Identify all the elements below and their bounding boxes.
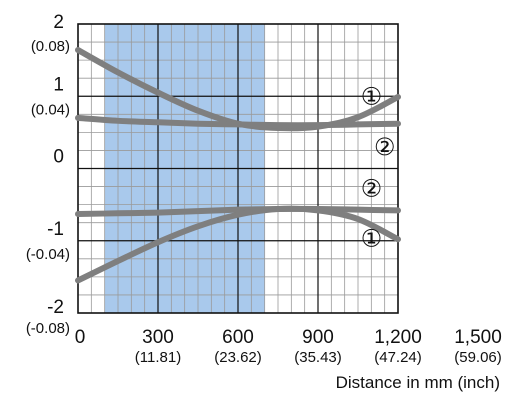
series-line-3 — [75, 205, 401, 218]
x-tick-label: 600 — [222, 327, 254, 348]
x-tick-sublabel: (35.43) — [294, 349, 342, 366]
curve-marker: ① — [361, 82, 383, 110]
series-line-2 — [75, 114, 401, 129]
y-tick-label: -2 — [47, 297, 64, 318]
y-tick-label: 1 — [53, 74, 64, 95]
x-tick-label: 1,500 — [454, 327, 502, 348]
curve-marker: ① — [361, 225, 383, 253]
x-tick-sublabel: (11.81) — [135, 349, 181, 366]
y-tick-sublabel: (-0.04) — [26, 246, 70, 263]
x-axis-label: Distance in mm (inch) — [336, 373, 500, 392]
series-line-4 — [75, 205, 401, 284]
x-tick-label: 900 — [302, 327, 334, 348]
y-tick-sublabel: (0.08) — [31, 38, 70, 55]
x-tick-sublabel: (47.24) — [374, 349, 422, 366]
y-tick-label: 0 — [53, 147, 64, 168]
y-tick-label: -1 — [47, 219, 64, 240]
y-tick-label: 2 — [53, 12, 64, 33]
y-tick-sublabel: (-0.08) — [26, 320, 70, 337]
plot-frame — [77, 23, 399, 314]
curve-marker: ② — [374, 133, 396, 161]
y-tick-sublabel: (0.04) — [31, 101, 70, 118]
x-tick-sublabel: (23.62) — [214, 349, 262, 366]
x-tick-label: 300 — [142, 327, 174, 348]
x-tick-sublabel: (59.06) — [454, 349, 502, 366]
curve-marker: ② — [361, 175, 383, 203]
x-tick-label: 0 — [75, 327, 86, 348]
x-tick-label: 1,200 — [374, 327, 422, 348]
